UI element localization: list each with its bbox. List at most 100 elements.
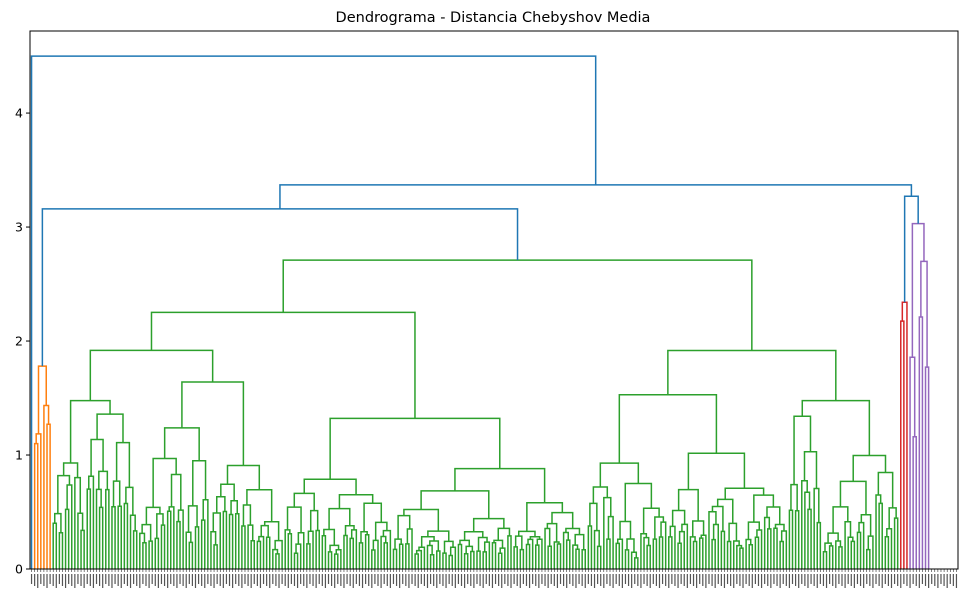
x-tick-label xyxy=(519,574,521,588)
x-tick-label xyxy=(454,574,456,588)
dendrogram-link xyxy=(850,540,856,569)
x-tick-label xyxy=(95,574,98,584)
dendrogram-link xyxy=(698,537,704,569)
x-tick-label xyxy=(392,574,395,584)
dendrogram-link xyxy=(405,543,410,569)
x-tick-label xyxy=(788,574,791,588)
x-tick-label xyxy=(300,574,302,584)
x-tick-label xyxy=(470,574,472,586)
x-tick-label xyxy=(850,574,852,586)
dendrogram-link xyxy=(681,523,689,569)
dendrogram-link xyxy=(654,516,665,540)
dendrogram-link xyxy=(274,539,283,569)
x-tick-label xyxy=(488,574,490,586)
x-tick-label xyxy=(544,574,546,586)
dendrogram-link xyxy=(793,415,812,485)
x-tick-label xyxy=(460,574,463,586)
x-tick-label xyxy=(145,574,147,586)
x-tick-label xyxy=(553,574,555,586)
x-tick-label xyxy=(343,574,345,588)
dendrogram-link xyxy=(364,533,370,569)
x-tick-label xyxy=(705,574,707,588)
x-tick-label xyxy=(773,574,775,584)
x-tick-label xyxy=(244,574,246,584)
x-tick-label xyxy=(117,574,119,586)
dendrogram-link xyxy=(482,551,488,569)
x-tick-label xyxy=(748,574,750,586)
x-tick-label xyxy=(179,574,181,584)
dendrogram-link xyxy=(426,544,433,569)
x-tick-label xyxy=(791,574,794,584)
x-tick-label xyxy=(241,574,243,588)
dendrogram-link xyxy=(350,529,358,569)
dendrogram-link xyxy=(668,536,673,569)
y-axis: 0 1 2 3 4 xyxy=(15,106,30,577)
x-tick-label xyxy=(593,574,596,588)
x-tick-label xyxy=(49,574,51,584)
x-tick-label xyxy=(782,574,784,584)
dendrogram-link xyxy=(884,535,890,569)
x-tick-label xyxy=(389,574,391,588)
dendrogram-link xyxy=(429,540,440,552)
x-tick-label xyxy=(34,574,36,586)
x-tick-label xyxy=(658,574,661,588)
x-tick-label xyxy=(764,574,766,584)
dendrogram-link xyxy=(779,540,784,569)
x-tick-label xyxy=(637,574,639,586)
dendrogram-link xyxy=(383,542,389,569)
dendrogram-link xyxy=(194,526,200,569)
dendrogram-link xyxy=(574,533,585,550)
x-tick-label xyxy=(423,574,425,586)
dendrogram-link xyxy=(803,451,818,489)
x-tick-label xyxy=(720,574,722,586)
x-tick-label xyxy=(365,574,367,584)
x-tick-label xyxy=(906,574,908,586)
dendrogram-link xyxy=(163,427,200,461)
x-tick-label xyxy=(102,574,104,588)
x-tick-label xyxy=(383,574,385,584)
dendrogram-link xyxy=(293,492,315,511)
dendrogram-link xyxy=(711,538,716,569)
x-tick-label xyxy=(566,574,568,588)
dendrogram-link xyxy=(112,480,121,507)
x-tick-label xyxy=(751,574,753,588)
dendrogram-link xyxy=(918,316,924,569)
x-tick-label xyxy=(563,574,565,586)
dendrogram-link xyxy=(30,55,597,569)
dendrogram-link xyxy=(720,530,726,569)
x-tick-label xyxy=(123,574,125,584)
dendrogram-link xyxy=(222,510,228,569)
dendrogram-link xyxy=(309,509,319,532)
dendrogram-link xyxy=(52,522,58,569)
x-tick-label xyxy=(457,574,460,584)
dendrogram-link xyxy=(499,547,506,569)
x-tick-label xyxy=(757,574,760,586)
dendrogram-link xyxy=(152,457,177,508)
dendrogram-link xyxy=(256,540,262,569)
x-tick-label xyxy=(819,574,821,584)
x-tick-label xyxy=(779,574,781,588)
x-tick-label xyxy=(872,574,874,588)
x-tick-label xyxy=(841,574,843,586)
dendrogram-link xyxy=(592,486,609,504)
dendrogram-link xyxy=(507,535,512,569)
dendrogram-link xyxy=(689,536,696,569)
x-tick-label xyxy=(559,574,562,584)
x-tick-label xyxy=(445,574,447,588)
x-tick-label xyxy=(572,574,574,586)
x-tick-label xyxy=(683,574,685,586)
dendrogram-link xyxy=(260,524,269,538)
x-tick-label xyxy=(278,574,280,588)
x-tick-label xyxy=(541,574,543,584)
dendrogram-link xyxy=(747,521,761,540)
dendrogram-link xyxy=(687,452,746,490)
dendrogram-link xyxy=(572,544,579,569)
dendrogram-link xyxy=(832,506,849,534)
dendrogram-link xyxy=(265,536,271,569)
x-tick-label xyxy=(448,574,450,584)
x-tick-label xyxy=(702,574,704,586)
x-tick-label xyxy=(952,574,954,586)
dendrogram-link xyxy=(824,542,832,552)
dendrogram-link xyxy=(41,208,519,367)
x-tick-label xyxy=(442,574,444,586)
